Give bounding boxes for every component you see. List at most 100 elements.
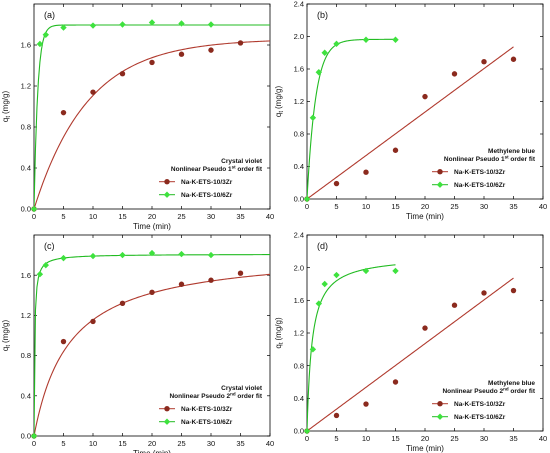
x-tick-label: 30 (207, 439, 215, 448)
data-point-diamond (36, 270, 44, 278)
y-tick-label: 0.4 (21, 391, 31, 400)
legend-marker-circle (437, 401, 443, 407)
chart-panel-a: 0 5 10 15 20 25 30 35 40 0.0 0.4 0.8 1.2 1.6 Time (min… (1, 3, 274, 231)
x-tick-label: 40 (539, 434, 547, 443)
data-point-circle (451, 302, 458, 308)
x-axis-title: Time (min) (406, 444, 444, 453)
x-tick-label: 0 (32, 439, 36, 448)
data-point-diamond (30, 432, 38, 440)
legend-entry: Na-K-ETS-10/3Zr (454, 401, 506, 408)
legend-title-suffix: order fit (236, 166, 263, 173)
data-point-diamond (392, 267, 399, 275)
legend-title-suffix: order fit (236, 393, 263, 400)
chart-panel-c: 0 5 10 15 20 25 30 35 40 0.0 0.4 0.8 1.2 1.6 Time (min… (1, 234, 274, 453)
panel-tag: (a) (44, 10, 55, 20)
data-point-circle (333, 412, 340, 419)
legend-entry: Na-K-ETS-10/3Zr (181, 179, 233, 186)
data-point-diamond (362, 36, 370, 43)
y-tick-label: 1.2 (294, 97, 304, 106)
data-point-diamond (119, 21, 126, 28)
y-axis-unit: (mg/g) (1, 320, 10, 343)
legend-title-text: Nonlinear Pseudo 1 (171, 166, 232, 173)
x-tick-label: 15 (118, 439, 126, 448)
x-tick-label: 40 (266, 439, 274, 448)
y-tick-label: 0.0 (21, 205, 31, 214)
fit-curve-green (307, 38, 396, 199)
data-point-circle (90, 318, 96, 325)
data-point-diamond (60, 254, 67, 262)
legend-title-line1: Crystal violet (221, 158, 263, 165)
data-point-diamond (178, 20, 185, 27)
data-point-circle (422, 325, 428, 331)
x-tick-label: 20 (148, 439, 156, 448)
legend-title-line2: Nonlinear Pseudo 1st order fit (444, 155, 536, 164)
data-point-diamond (392, 36, 399, 43)
data-point-circle (481, 290, 487, 296)
fit-curve-green (34, 254, 270, 436)
x-tick-label: 20 (421, 202, 429, 211)
legend-title-line1: Methylene blue (488, 148, 535, 155)
y-tick-label: 1.6 (294, 65, 304, 74)
x-tick-label: 20 (421, 434, 429, 443)
y-axis-subscript: t (279, 111, 285, 113)
data-point-circle (60, 109, 67, 116)
y-axis-symbol: q (1, 118, 10, 122)
legend-title-text: Nonlinear Pseudo 2 (442, 388, 503, 395)
y-axis-symbol: q (274, 113, 283, 117)
x-tick-label: 0 (305, 202, 309, 211)
data-point-diamond (362, 267, 370, 275)
data-point-diamond (36, 40, 44, 48)
data-point-circle (392, 147, 399, 153)
x-tick-label: 25 (177, 212, 185, 221)
x-tick-label: 40 (539, 202, 547, 211)
y-tick-label: 0.4 (294, 162, 304, 171)
y-tick-label: 1.6 (21, 271, 31, 280)
y-tick-label: 1.2 (21, 311, 31, 320)
data-point-diamond (303, 427, 311, 435)
legend-title-superscript: st (232, 165, 237, 170)
y-axis-symbol: q (274, 344, 283, 348)
x-tick-label: 15 (391, 434, 399, 443)
y-tick-label: 1.2 (294, 329, 304, 338)
y-tick-label: 2.4 (294, 231, 304, 240)
data-point-circle (237, 270, 244, 276)
legend-title-line2: Nonlinear Pseudo 2nd order fit (442, 387, 535, 396)
legend-title-line1: Crystal violet (221, 385, 263, 392)
y-axis-title: qt (mg/g) (274, 86, 285, 118)
legend-title-superscript: nd (503, 387, 509, 392)
y-tick-label: 1.2 (21, 82, 31, 91)
data-point-circle (510, 56, 517, 62)
data-point-circle (237, 40, 244, 46)
x-tick-label: 35 (509, 202, 517, 211)
legend-title-suffix: order fit (509, 388, 536, 395)
x-tick-label: 10 (89, 439, 97, 448)
fit-curve-green (307, 264, 396, 431)
fit-curve-red (307, 46, 514, 199)
y-axis-title: qt (mg/g) (1, 320, 12, 352)
fit-curve-red (307, 277, 514, 431)
y-tick-label: 0.8 (294, 361, 304, 370)
plot-frame (33, 3, 271, 210)
x-tick-label: 5 (334, 202, 338, 211)
y-tick-label: 2.4 (294, 0, 304, 9)
data-point-diamond (309, 114, 317, 121)
data-point-diamond (148, 19, 156, 26)
legend-marker-diamond (436, 181, 444, 188)
x-tick-label: 30 (207, 212, 215, 221)
x-tick-label: 40 (266, 212, 274, 221)
data-point-circle (363, 401, 369, 407)
legend-title-superscript: st (505, 155, 510, 160)
x-tick-label: 10 (362, 202, 370, 211)
y-axis-subscript: t (6, 345, 12, 347)
y-tick-label: 2.0 (294, 263, 304, 272)
data-point-circle (119, 71, 126, 77)
y-axis-unit: (mg/g) (1, 91, 10, 114)
fit-curve-red (34, 40, 270, 209)
x-tick-label: 5 (61, 212, 65, 221)
legend-marker-diamond (163, 191, 171, 198)
legend-marker-circle (164, 179, 170, 185)
legend-title-line1: Methylene blue (488, 380, 535, 387)
x-tick-label: 5 (334, 434, 338, 443)
data-point-circle (208, 277, 214, 283)
